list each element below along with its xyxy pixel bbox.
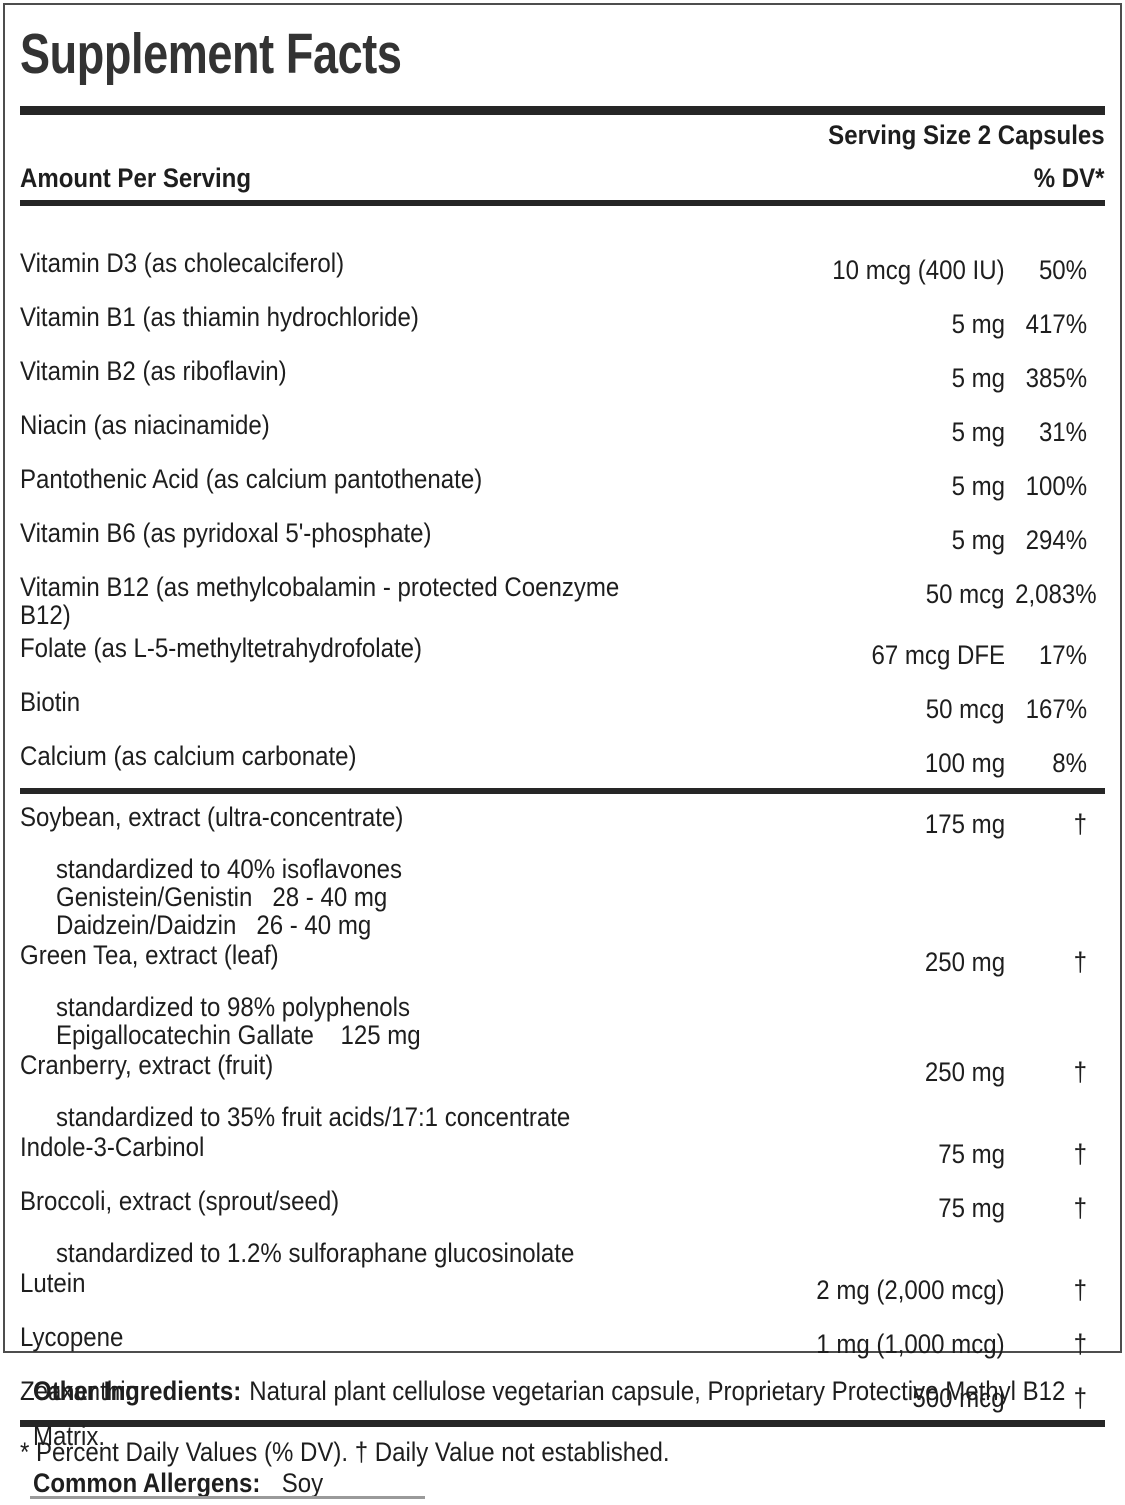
footnote: * Percent Daily Values (% DV). † Daily V… [20, 1437, 670, 1467]
nutrient-name: Lycopene [20, 1322, 124, 1352]
thick-divider-top [20, 106, 1105, 115]
nutrient-amount: 1 mg (1,000 mcg) [816, 1329, 1005, 1359]
nutrient-row: Soybean, extract (ultra-concentrate) 175 … [20, 803, 1105, 838]
nutrient-amount: 5 mg [951, 363, 1005, 393]
nutrient-name: Zeaxanthin [20, 1376, 139, 1406]
nutrient-amount: 50 mcg [926, 579, 1005, 609]
nutrient-row: Lycopene 1 mg (1,000 mcg) † [20, 1323, 1105, 1358]
common-allergens: Common Allergens: Soy [33, 1461, 1101, 1505]
nutrient-dv-value: 2,083% [1015, 579, 1097, 609]
nutrient-amount: 50 mcg [926, 694, 1005, 724]
amount-per-serving-header: Amount Per Serving [20, 163, 251, 193]
nutrient-name: Lutein [20, 1268, 86, 1298]
nutrient-dv-value: 8% [1052, 748, 1087, 778]
nutrient-row: Green Tea, extract (leaf) 250 mg † [20, 941, 1105, 976]
nutrient-subline: standardized to 35% fruit acids/17:1 con… [56, 1102, 571, 1132]
nutrient-amount: 5 mg [951, 309, 1005, 339]
nutrient-name: Indole-3-Carbinol [20, 1132, 205, 1162]
nutrient-row: Pantothenic Acid (as calcium pantothenat… [20, 465, 1105, 500]
section-divider-bar [20, 788, 1105, 794]
nutrient-subline: standardized to 1.2% sulforaphane glucos… [56, 1238, 575, 1268]
nutrient-row: Folate (as L-5-methyltetrahydrofolate) 67… [20, 634, 1105, 669]
nutrient-name: Niacin (as niacinamide) [20, 410, 270, 440]
nutrient-amount: 250 mg [924, 1057, 1005, 1087]
other-ingredients: Other Ingredients: Natural plant cellulos… [33, 1369, 1101, 1459]
nutrient-name: Folate (as L-5-methyltetrahydrofolate) [20, 633, 423, 663]
nutrient-row: Niacin (as niacinamide) 5 mg 31% [20, 411, 1105, 446]
common-allergens-label: Common Allergens: [33, 1468, 261, 1498]
nutrient-name: Vitamin B2 (as riboflavin) [20, 356, 287, 386]
common-allergens-value: Soy [281, 1468, 324, 1498]
nutrient-amount: 100 mg [924, 748, 1005, 778]
nutrient-amount: 175 mg [924, 809, 1005, 839]
nutrient-dv-value: 167% [1025, 694, 1087, 724]
nutrient-row: Vitamin B1 (as thiamin hydrochloride) 5 m… [20, 303, 1105, 338]
serving-size: Serving Size 2 Capsules [828, 120, 1105, 150]
nutrient-name: Vitamin D3 (as cholecalciferol) [20, 248, 345, 278]
other-ingredients-text: Natural plant cellulose vegetarian capsu… [33, 1376, 1066, 1451]
nutrient-subline: Daidzein/Daidzin 26 - 40 mg [56, 910, 372, 940]
nutrient-dv-value: † [1073, 809, 1087, 839]
nutrient-row: Broccoli, extract (sprout/seed) 75 mg † [20, 1187, 1105, 1222]
nutrient-name: Soybean, extract (ultra-concentrate) [20, 802, 404, 832]
nutrient-dv-value: 417% [1025, 309, 1087, 339]
dv-header: % DV* [1034, 163, 1105, 193]
nutrient-name: Vitamin B1 (as thiamin hydrochloride) [20, 302, 419, 332]
nutrient-row: Vitamin D3 (as cholecalciferol) 10 mcg (4… [20, 249, 1105, 284]
nutrient-row: Indole-3-Carbinol 75 mg † [20, 1133, 1105, 1168]
other-ingredients-label: Other Ingredients: [33, 1376, 242, 1406]
nutrient-dv-value: † [1073, 1193, 1087, 1223]
column-headers: Amount Per Serving % DV* [20, 164, 1105, 192]
nutrient-dv-value: 31% [1038, 417, 1087, 447]
supplement-facts-panel: Supplement Facts Serving Size 2 Capsules… [3, 3, 1122, 1466]
nutrient-row: Lutein 2 mg (2,000 mcg) † [20, 1269, 1105, 1304]
nutrient-row: Zeaxanthin 500 mcg † [20, 1377, 1105, 1412]
nutrient-amount: 500 mcg [912, 1383, 1005, 1413]
nutrient-row: Calcium (as calcium carbonate) 100 mg 8% [20, 742, 1105, 777]
nutrient-row: Cranberry, extract (fruit) 250 mg † [20, 1051, 1105, 1086]
nutrient-dv-value: † [1073, 1275, 1087, 1305]
nutrient-dv-value: 100% [1025, 471, 1087, 501]
nutrient-dv-value: † [1073, 947, 1087, 977]
nutrient-name: Broccoli, extract (sprout/seed) [20, 1186, 340, 1216]
nutrient-row: Vitamin B6 (as pyridoxal 5'-phosphate) 5 … [20, 519, 1105, 554]
nutrient-subline: standardized to 98% polyphenols [56, 992, 411, 1022]
nutrient-name: Vitamin B12 (as methylcobalamin - protec… [20, 572, 620, 630]
nutrients-table: Vitamin D3 (as cholecalciferol) 10 mcg (4… [20, 249, 1105, 1412]
nutrient-name: Calcium (as calcium carbonate) [20, 741, 357, 771]
nutrient-dv-value: † [1073, 1139, 1087, 1169]
nutrient-amount: 5 mg [951, 471, 1005, 501]
cutoff-text-artifact [30, 1496, 425, 1499]
nutrient-dv-value: † [1073, 1057, 1087, 1087]
nutrient-amount: 5 mg [951, 525, 1005, 555]
nutrient-dv-value: 17% [1038, 640, 1087, 670]
nutrient-amount: 75 mg [938, 1139, 1005, 1169]
panel-title: Supplement Facts [20, 22, 402, 86]
nutrient-dv-value: 294% [1025, 525, 1087, 555]
header-divider [20, 200, 1105, 206]
nutrient-amount: 250 mg [924, 947, 1005, 977]
nutrient-dv-value: † [1073, 1383, 1087, 1413]
nutrient-subline: Genistein/Genistin 28 - 40 mg [56, 882, 388, 912]
nutrient-subline: standardized to 40% isoflavones [56, 854, 402, 884]
nutrient-name: Green Tea, extract (leaf) [20, 940, 279, 970]
nutrient-name: Pantothenic Acid (as calcium pantothenat… [20, 464, 483, 494]
nutrient-dv-value: 385% [1025, 363, 1087, 393]
nutrient-amount: 5 mg [951, 417, 1005, 447]
nutrient-dv-value: † [1073, 1329, 1087, 1359]
nutrient-amount: 2 mg (2,000 mcg) [816, 1275, 1005, 1305]
nutrient-row: Vitamin B12 (as methylcobalamin - protec… [20, 573, 1105, 629]
nutrient-subline: Epigallocatechin Gallate 125 mg [56, 1020, 421, 1050]
nutrient-row: Vitamin B2 (as riboflavin) 5 mg 385% [20, 357, 1105, 392]
nutrient-amount: 75 mg [938, 1193, 1005, 1223]
nutrient-dv-value: 50% [1038, 255, 1087, 285]
nutrient-name: Biotin [20, 687, 81, 717]
nutrient-row: Biotin 50 mcg 167% [20, 688, 1105, 723]
nutrient-name: Cranberry, extract (fruit) [20, 1050, 274, 1080]
nutrient-name: Vitamin B6 (as pyridoxal 5'-phosphate) [20, 518, 432, 548]
nutrient-amount: 10 mcg (400 IU) [832, 255, 1005, 285]
footnote-divider [20, 1420, 1105, 1427]
nutrient-amount: 67 mcg DFE [871, 640, 1005, 670]
